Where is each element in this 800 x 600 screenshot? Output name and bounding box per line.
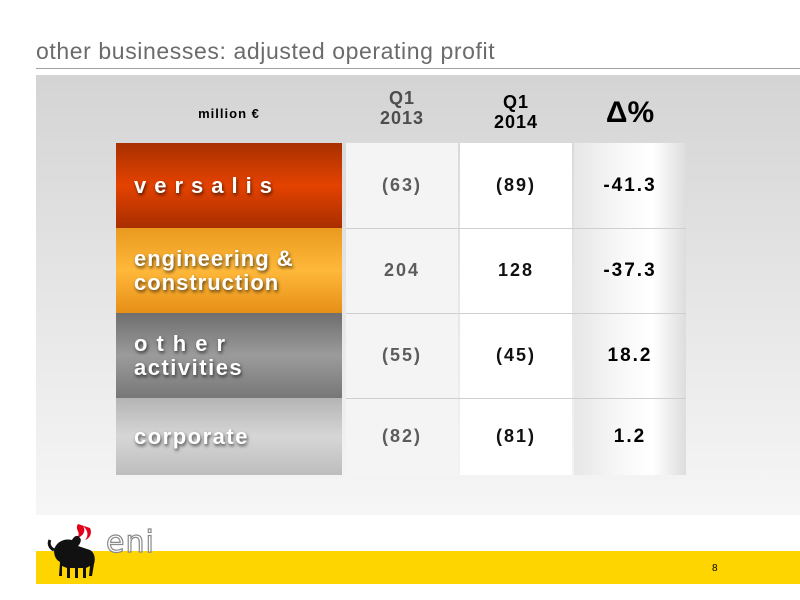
header-delta-percent: Δ% (605, 96, 655, 129)
cell-engineering-q1-2014: 128 (497, 260, 535, 280)
row-label-text: other (134, 330, 234, 356)
eni-logo-word: eni (105, 525, 155, 560)
cell-versalis-q1-2013: (63) (381, 175, 422, 195)
column-delta (574, 143, 686, 475)
header-q1-2013-line2: 2013 (379, 108, 425, 128)
row-label-corporate: corporate (116, 398, 342, 475)
cell-corporate-q1-2014: (81) (495, 426, 536, 446)
row-label-text: versalis (134, 172, 280, 198)
row-separator (346, 313, 686, 314)
row-label-text: corporate (134, 423, 249, 449)
cell-engineering-delta: -37.3 (603, 259, 657, 281)
header-q1-2014-line1: Q1 (502, 92, 529, 112)
row-separator (346, 398, 686, 399)
row-label-text: activities (134, 354, 244, 380)
row-label-text: engineering & (134, 245, 294, 271)
header-q1-2013: Q1 2013 (346, 88, 458, 128)
row-label-other-activities: other activities (116, 313, 342, 398)
column-q1-2013 (346, 143, 458, 475)
header-q1-2013-line1: Q1 (388, 88, 415, 108)
cell-corporate-delta: 1.2 (613, 425, 647, 447)
header-q1-2014: Q1 2014 (460, 92, 572, 132)
cell-versalis-q1-2014: (89) (495, 175, 536, 195)
row-label-versalis: versalis (116, 143, 342, 228)
slide-title: other businesses: adjusted operating pro… (36, 38, 496, 64)
row-separator (346, 228, 686, 229)
row-label-engineering-construction: engineering & construction (116, 228, 342, 313)
row-label-text: construction (134, 269, 280, 295)
title-divider (36, 68, 800, 69)
cell-other-delta: 18.2 (607, 344, 653, 366)
footer-bar (36, 551, 800, 584)
cell-corporate-q1-2013: (82) (381, 426, 422, 446)
header-q1-2014-line2: 2014 (493, 112, 539, 132)
cell-other-q1-2014: (45) (495, 345, 536, 365)
page-number: 8 (712, 563, 718, 574)
cell-other-q1-2013: (55) (381, 345, 422, 365)
six-legged-dog-icon (47, 524, 95, 578)
cell-engineering-q1-2013: 204 (383, 260, 421, 280)
cell-versalis-delta: -41.3 (603, 174, 657, 196)
unit-header: million € (198, 106, 260, 121)
column-q1-2014 (460, 143, 572, 475)
